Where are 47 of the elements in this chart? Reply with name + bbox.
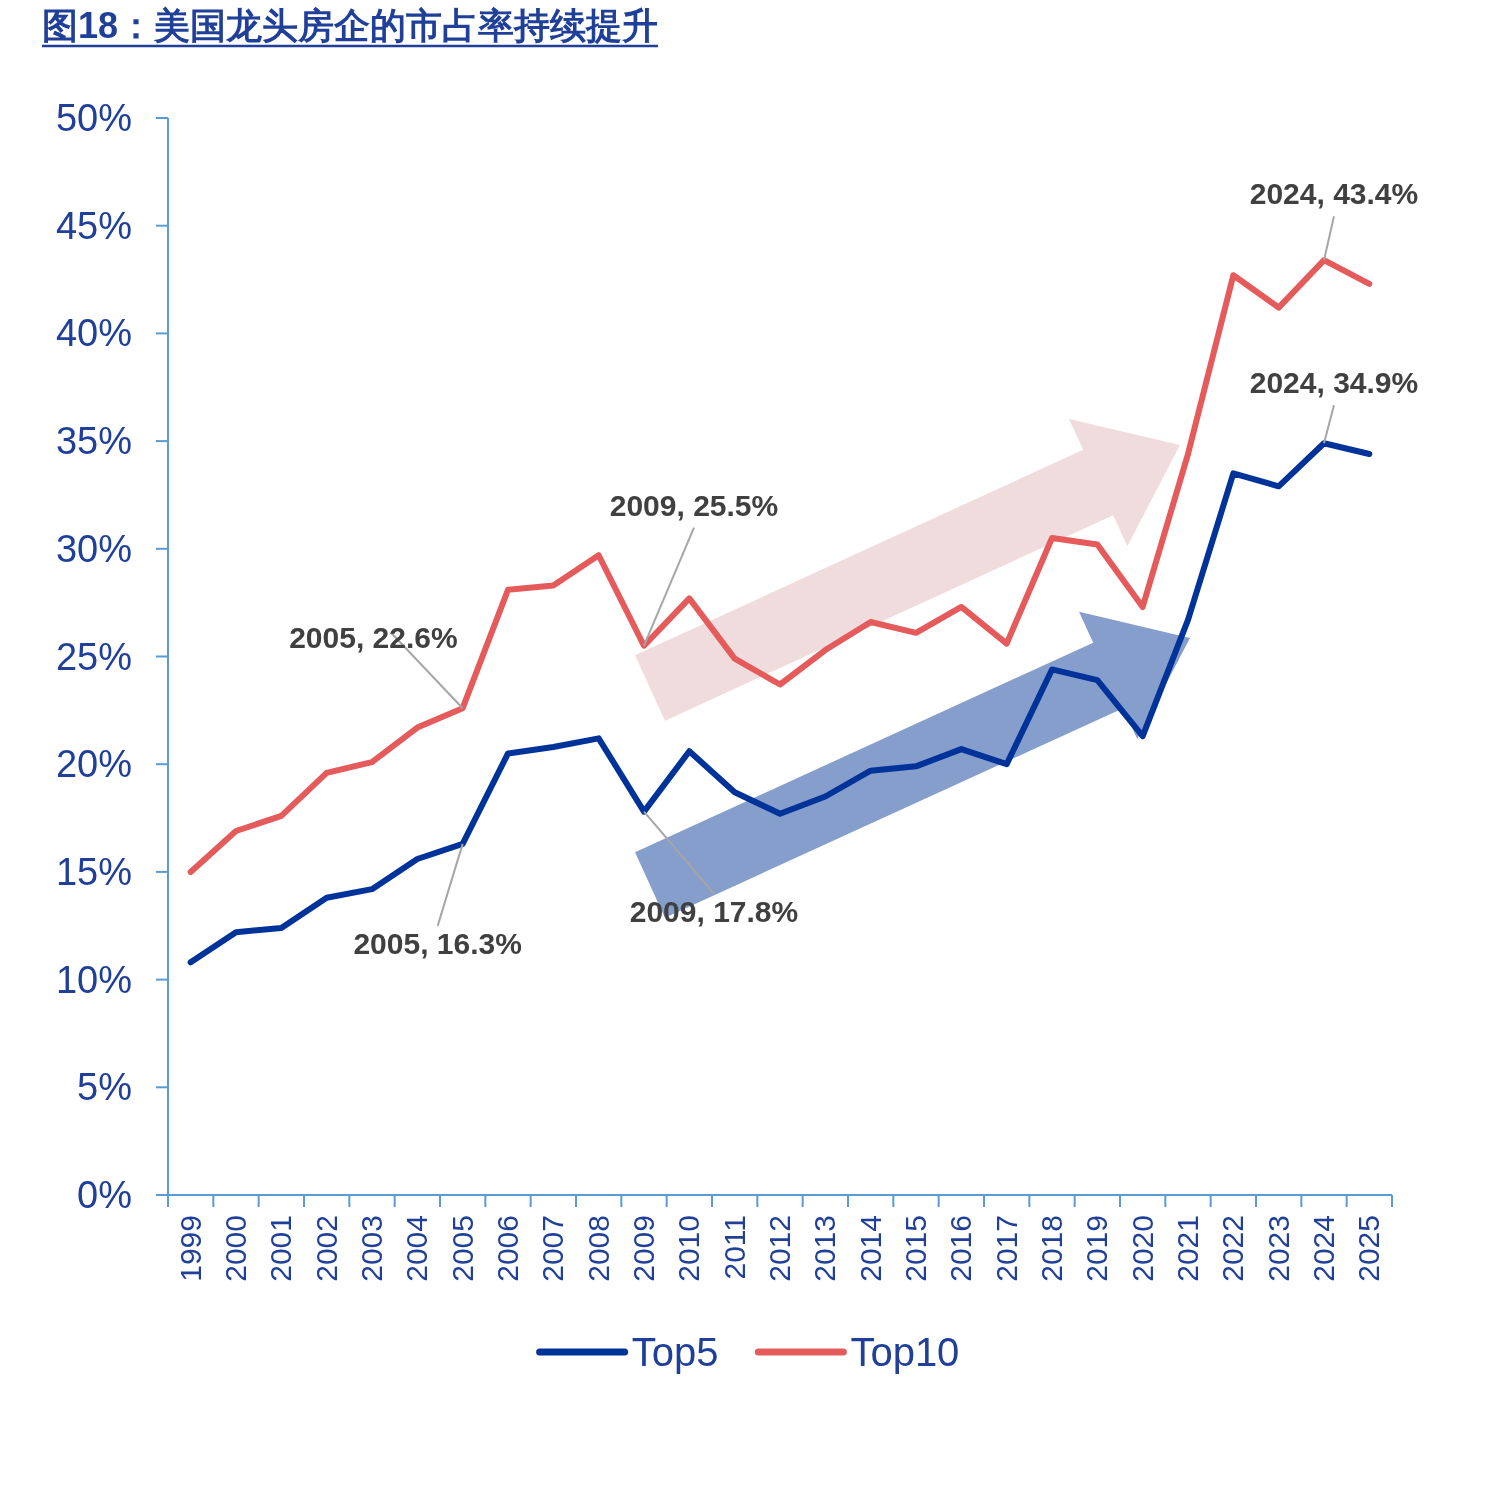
x-tick-label: 2018 (1035, 1215, 1068, 1282)
chart-title: 图18：美国龙头房企的市占率持续提升 (42, 5, 659, 46)
legend-label: Top5 (631, 1330, 719, 1374)
x-tick-label: 2009 (627, 1215, 660, 1282)
x-tick-label: 2000 (219, 1215, 252, 1282)
x-tick-label: 2011 (717, 1215, 751, 1280)
x-tick-label: 2013 (808, 1215, 842, 1282)
annotation: 2024, 43.4% (1249, 177, 1419, 211)
x-tick-label: 2025 (1352, 1215, 1386, 1282)
y-tick-label: 40% (55, 312, 132, 355)
x-tick-label: 2006 (491, 1215, 524, 1282)
x-tick-label: 2020 (1125, 1215, 1159, 1282)
annotation: 2009, 17.8% (629, 894, 799, 928)
x-tick-label: 2019 (1080, 1215, 1114, 1282)
legend-label: Top10 (850, 1330, 960, 1374)
x-tick-label: 2004 (400, 1215, 434, 1282)
x-tick-label: 2007 (536, 1215, 570, 1282)
annotation: 2024, 34.9% (1249, 366, 1419, 400)
x-tick-label: 2014 (853, 1215, 887, 1282)
annotation: 2009, 25.5% (609, 488, 779, 522)
x-tick-label: 2024 (1307, 1215, 1340, 1282)
y-tick-label: 5% (77, 1066, 132, 1109)
x-tick-label: 2016 (944, 1215, 978, 1282)
x-tick-label: 2023 (1261, 1215, 1295, 1282)
x-tick-label: 2005 (445, 1215, 479, 1282)
x-tick-label: 2021 (1171, 1215, 1204, 1282)
x-tick-label: 2022 (1216, 1215, 1250, 1282)
y-tick-label: 35% (55, 420, 132, 463)
y-tick-label: 10% (55, 958, 132, 1001)
x-tick-label: 2003 (355, 1215, 388, 1282)
y-tick-label: 20% (55, 743, 132, 786)
y-tick-label: 50% (55, 97, 132, 139)
y-tick-label: 15% (55, 850, 132, 893)
x-tick-label: 2010 (672, 1215, 706, 1282)
x-tick-label: 2015 (899, 1215, 932, 1282)
x-tick-label: 1999 (173, 1215, 207, 1282)
x-tick-label: 2008 (581, 1215, 615, 1282)
y-tick-label: 30% (55, 527, 132, 570)
y-tick-label: 25% (55, 635, 132, 678)
x-tick-label: 2012 (763, 1215, 796, 1282)
y-tick-label: 45% (55, 204, 132, 247)
y-tick-label: 0% (77, 1174, 132, 1216)
x-tick-label: 2017 (989, 1215, 1023, 1282)
x-tick-label: 2002 (309, 1215, 343, 1282)
annotation: 2005, 22.6% (289, 621, 458, 655)
annotation: 2005, 16.3% (353, 926, 522, 960)
x-tick-label: 2001 (264, 1215, 298, 1282)
